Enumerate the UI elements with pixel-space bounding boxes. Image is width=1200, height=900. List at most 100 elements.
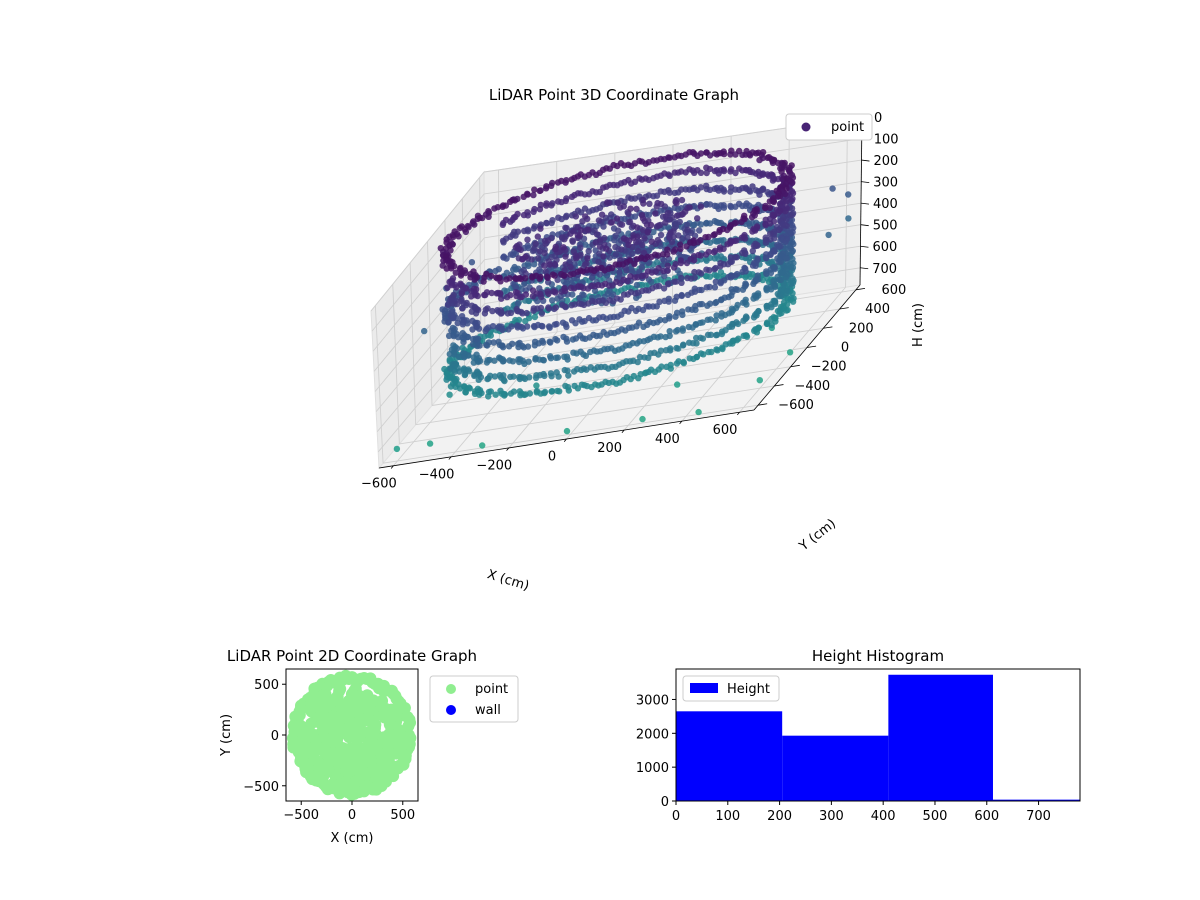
data-point bbox=[625, 308, 632, 315]
data-point bbox=[789, 211, 796, 218]
data-point bbox=[546, 261, 553, 268]
data-point bbox=[445, 332, 453, 340]
data-point bbox=[461, 371, 468, 379]
data-point bbox=[499, 237, 507, 244]
data-point bbox=[625, 210, 632, 217]
data-point bbox=[750, 314, 758, 321]
data-point bbox=[487, 332, 494, 339]
data-point bbox=[552, 289, 559, 296]
data-point bbox=[632, 290, 639, 297]
data-point bbox=[769, 159, 777, 167]
data-point bbox=[713, 312, 720, 319]
data-point bbox=[481, 291, 488, 299]
data-point bbox=[727, 202, 734, 210]
point-marker bbox=[330, 734, 343, 747]
data-point bbox=[697, 334, 704, 341]
data-point bbox=[452, 269, 459, 276]
data-point bbox=[522, 291, 530, 298]
data-point bbox=[468, 259, 476, 266]
legend-marker-wall bbox=[446, 705, 456, 715]
z-tick-label: 600 bbox=[872, 240, 897, 255]
data-point bbox=[484, 375, 491, 383]
z-tick-label: 500 bbox=[873, 219, 898, 234]
data-point bbox=[509, 340, 516, 347]
data-point bbox=[537, 273, 544, 281]
data-point bbox=[697, 203, 705, 210]
chart-2d-points bbox=[286, 669, 417, 801]
data-point bbox=[594, 265, 601, 272]
histogram-bar bbox=[992, 799, 1080, 801]
data-point bbox=[478, 389, 485, 397]
x-tick bbox=[736, 411, 740, 416]
data-point bbox=[608, 264, 616, 272]
data-point bbox=[763, 287, 770, 294]
data-point bbox=[686, 204, 693, 211]
data-point bbox=[522, 275, 529, 282]
data-point bbox=[655, 366, 662, 373]
data-point bbox=[530, 208, 537, 215]
data-point bbox=[611, 347, 619, 354]
data-point bbox=[702, 234, 709, 241]
data-point bbox=[595, 258, 602, 265]
data-point bbox=[740, 317, 747, 324]
point-marker bbox=[350, 775, 363, 788]
data-point bbox=[678, 292, 685, 300]
data-point bbox=[752, 242, 759, 250]
data-point bbox=[684, 234, 691, 241]
data-point bbox=[474, 292, 481, 300]
data-point bbox=[487, 272, 495, 280]
data-point bbox=[499, 221, 506, 228]
data-point bbox=[476, 342, 483, 349]
data-point bbox=[644, 336, 651, 344]
data-point bbox=[677, 259, 685, 267]
data-point bbox=[845, 191, 852, 198]
point-marker bbox=[296, 752, 309, 765]
data-point bbox=[678, 196, 686, 204]
data-point bbox=[500, 357, 507, 365]
data-point bbox=[541, 249, 548, 257]
point-marker bbox=[392, 736, 405, 749]
data-point bbox=[704, 302, 711, 309]
legend-label-point: point bbox=[831, 120, 864, 135]
z-tick bbox=[860, 267, 869, 270]
data-point bbox=[443, 376, 450, 383]
data-point bbox=[603, 331, 611, 338]
data-point bbox=[614, 182, 621, 189]
data-point bbox=[674, 381, 681, 388]
point-marker bbox=[361, 711, 374, 724]
point-marker bbox=[384, 760, 397, 773]
data-point bbox=[697, 350, 705, 357]
data-point bbox=[683, 243, 690, 250]
data-point bbox=[759, 186, 767, 193]
data-point bbox=[673, 360, 681, 367]
data-point bbox=[473, 274, 481, 281]
z-tick bbox=[861, 181, 870, 184]
data-point bbox=[532, 240, 539, 247]
axes-3d-ticks: −600−400−2000200400600−600−400−200020040… bbox=[361, 111, 906, 491]
data-point bbox=[565, 387, 572, 394]
data-point bbox=[581, 317, 588, 325]
y-tick bbox=[823, 326, 833, 329]
data-point bbox=[756, 191, 763, 198]
x-tick-label: 700 bbox=[1026, 809, 1051, 824]
point-marker bbox=[364, 728, 377, 741]
data-point bbox=[609, 282, 616, 289]
data-point bbox=[543, 202, 550, 209]
chart-3d-zlabel: H (cm) bbox=[911, 303, 926, 347]
data-point bbox=[634, 224, 641, 231]
y-tick-label: −600 bbox=[778, 398, 814, 413]
data-point bbox=[706, 273, 714, 280]
data-point bbox=[829, 185, 836, 192]
data-point bbox=[510, 373, 517, 380]
data-point bbox=[536, 187, 543, 195]
data-point bbox=[666, 172, 673, 179]
data-point bbox=[664, 246, 671, 253]
z-tick-label: 400 bbox=[873, 197, 898, 212]
data-point bbox=[461, 226, 468, 233]
data-point bbox=[604, 345, 611, 353]
data-point bbox=[593, 231, 601, 238]
data-point bbox=[471, 221, 478, 228]
data-point bbox=[695, 251, 702, 259]
data-point bbox=[602, 299, 610, 306]
data-point bbox=[629, 250, 636, 257]
